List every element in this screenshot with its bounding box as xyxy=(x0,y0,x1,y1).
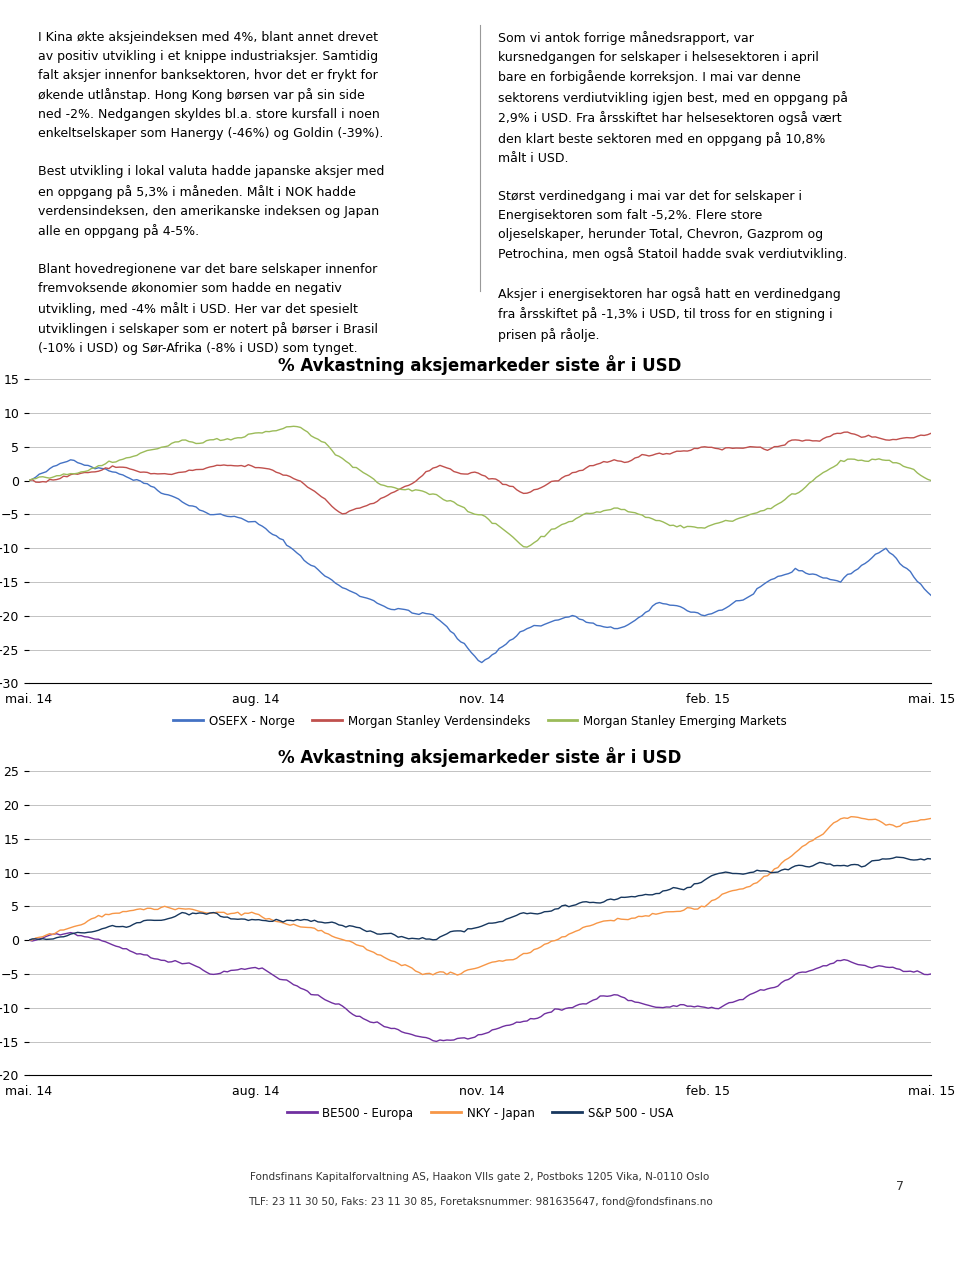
Text: Som vi antok forrige månedsrapport, var
kursnedgangen for selskaper i helsesekto: Som vi antok forrige månedsrapport, var … xyxy=(498,30,848,342)
Text: TLF: 23 11 30 50, Faks: 23 11 30 85, Foretaksnummer: 981635647, fond@fondsfinans: TLF: 23 11 30 50, Faks: 23 11 30 85, For… xyxy=(248,1195,712,1206)
Legend: OSEFX - Norge, Morgan Stanley Verdensindeks, Morgan Stanley Emerging Markets: OSEFX - Norge, Morgan Stanley Verdensind… xyxy=(168,710,792,733)
Text: Fondsfinans Kapitalforvaltning AS, Haakon VIIs gate 2, Postboks 1205 Vika, N-011: Fondsfinans Kapitalforvaltning AS, Haako… xyxy=(251,1173,709,1183)
Text: I Kina økte aksjeindeksen med 4%, blant annet drevet
av positiv utvikling i et k: I Kina økte aksjeindeksen med 4%, blant … xyxy=(37,30,384,356)
Title: % Avkastning aksjemarkeder siste år i USD: % Avkastning aksjemarkeder siste år i US… xyxy=(278,747,682,767)
Title: % Avkastning aksjemarkeder siste år i USD: % Avkastning aksjemarkeder siste år i US… xyxy=(278,354,682,375)
Legend: BE500 - Europa, NKY - Japan, S&P 500 - USA: BE500 - Europa, NKY - Japan, S&P 500 - U… xyxy=(282,1102,678,1125)
Text: 7: 7 xyxy=(896,1180,904,1193)
